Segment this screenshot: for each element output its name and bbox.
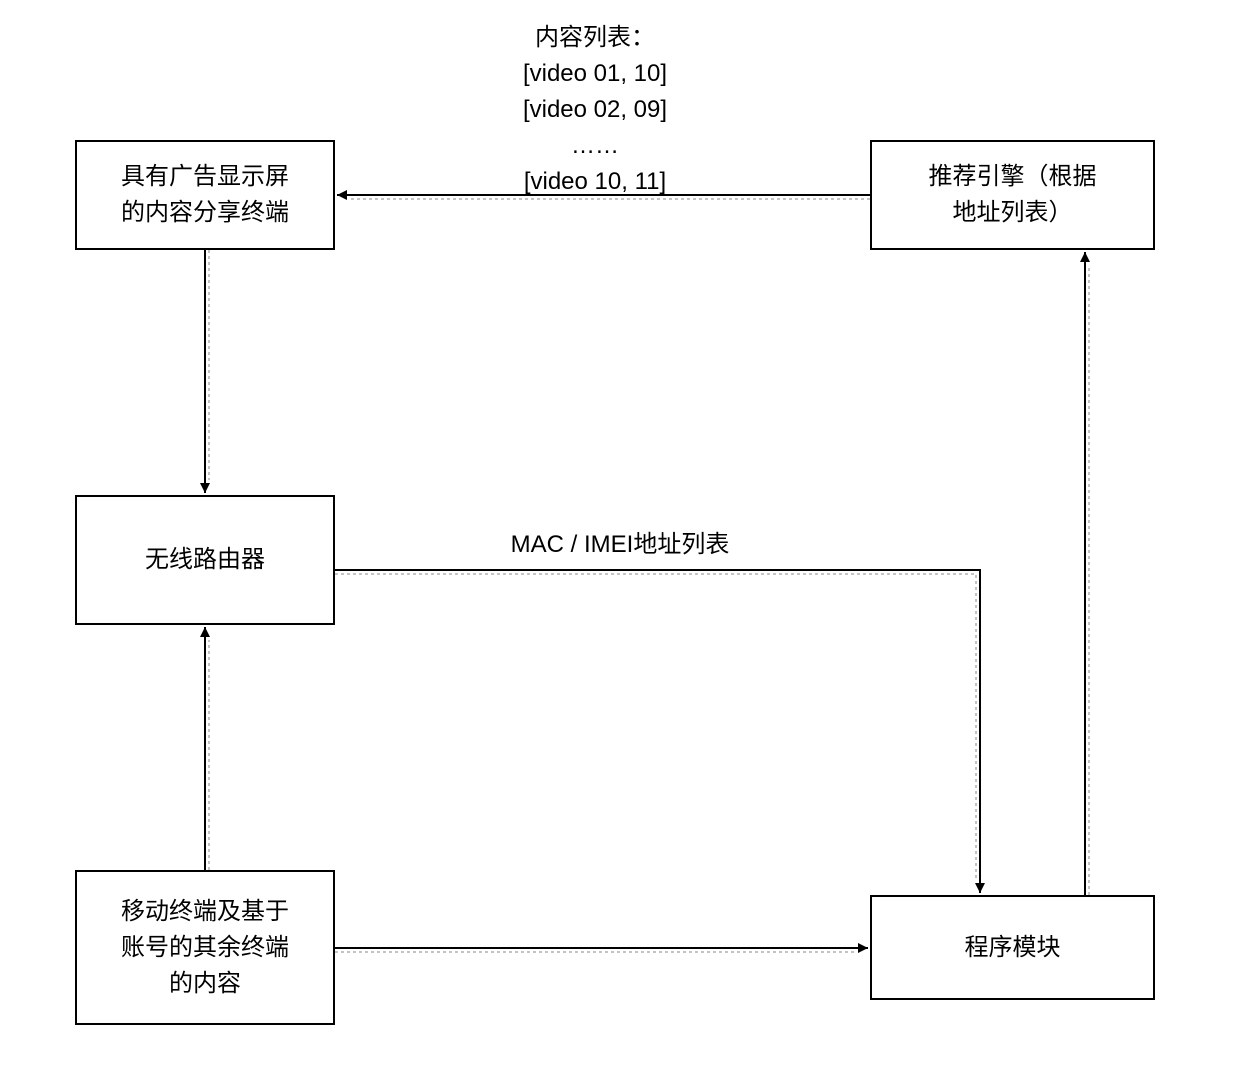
content-list-item-3: [video 10, 11] bbox=[430, 164, 760, 200]
edge-program-engine bbox=[1085, 252, 1089, 895]
edge-mobile-router bbox=[205, 627, 209, 870]
node-terminal: 具有广告显示屏的内容分享终端 bbox=[75, 140, 335, 250]
content-list-item-1: [video 02, 09] bbox=[430, 92, 760, 128]
content-list-item-0: [video 01, 10] bbox=[430, 56, 760, 92]
node-program-label: 程序模块 bbox=[965, 930, 1061, 966]
edge-terminal-router bbox=[205, 250, 209, 493]
node-router-label: 无线路由器 bbox=[145, 542, 265, 578]
node-mobile: 移动终端及基于账号的其余终端的内容 bbox=[75, 870, 335, 1025]
node-router: 无线路由器 bbox=[75, 495, 335, 625]
edge-mobile-program bbox=[335, 948, 868, 952]
mac-label-text: MAC / IMEI地址列表 bbox=[511, 531, 730, 558]
content-list-label: 内容列表： [video 01, 10] [video 02, 09] …… [… bbox=[430, 20, 760, 200]
mac-label: MAC / IMEI地址列表 bbox=[440, 527, 800, 563]
content-list-title: 内容列表： bbox=[430, 20, 760, 56]
node-engine: 推荐引擎（根据地址列表） bbox=[870, 140, 1155, 250]
content-list-item-2: …… bbox=[430, 128, 760, 164]
node-mobile-label: 移动终端及基于账号的其余终端的内容 bbox=[121, 894, 289, 1002]
node-engine-label: 推荐引擎（根据地址列表） bbox=[929, 159, 1097, 231]
node-program: 程序模块 bbox=[870, 895, 1155, 1000]
node-terminal-label: 具有广告显示屏的内容分享终端 bbox=[121, 159, 289, 231]
edge-router-program bbox=[335, 570, 980, 893]
